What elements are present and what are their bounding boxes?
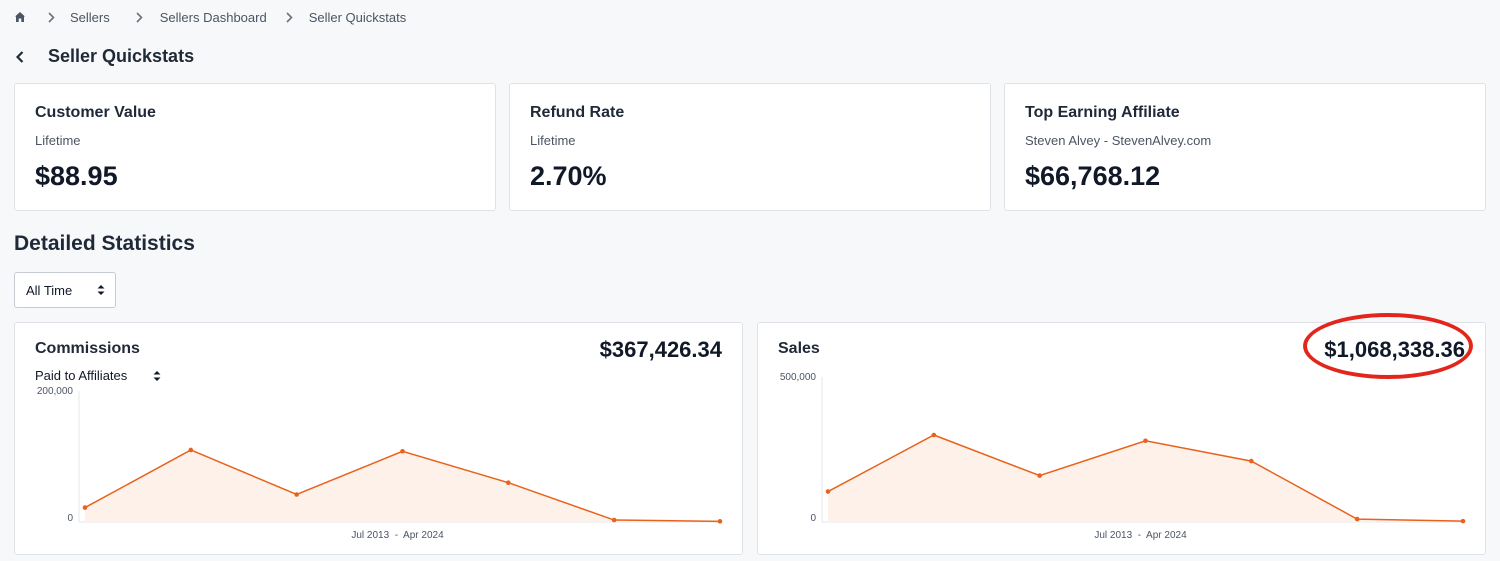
commissions-chart: 200,000 0 Jul 2013 - Apr 2024	[37, 386, 723, 541]
commissions-card: Commissions $367,426.34 Paid to Affiliat…	[14, 322, 743, 555]
y-tick-label: 0	[67, 513, 73, 524]
stat-title: Top Earning Affiliate	[1025, 104, 1180, 121]
stat-value: 2.70%	[530, 161, 607, 191]
data-point[interactable]	[1460, 518, 1466, 524]
chart-total: $367,426.34	[599, 337, 722, 362]
stat-title: Customer Value	[35, 104, 156, 121]
data-point[interactable]	[506, 480, 511, 485]
x-axis-label: Jul 2013 - Apr 2024	[1094, 530, 1187, 541]
series-area	[85, 449, 720, 522]
title-row: Seller Quickstats	[14, 46, 194, 67]
breadcrumb-seller-quickstats: Seller Quickstats	[308, 9, 407, 25]
section-title: Detailed Statistics	[14, 232, 195, 255]
y-tick-label: 200,000	[37, 386, 74, 397]
select-caret-icon	[97, 284, 105, 296]
data-point[interactable]	[1249, 458, 1254, 464]
chart-total: $1,068,338.36	[1324, 337, 1465, 362]
stat-title: Refund Rate	[530, 104, 625, 121]
breadcrumb-sellers-dashboard[interactable]: Sellers Dashboard	[159, 9, 267, 25]
chevron-right-icon	[133, 8, 147, 26]
data-point[interactable]	[825, 489, 831, 494]
data-point[interactable]	[611, 517, 617, 523]
x-axis-label: Jul 2013 - Apr 2024	[351, 530, 444, 541]
top-earning-affiliate-card: Top Earning Affiliate Steven Alvey - Ste…	[1004, 83, 1486, 211]
metric-select-value: Paid to Affiliates	[35, 368, 128, 383]
stat-subtitle: Steven Alvey - StevenAlvey.com	[1025, 133, 1212, 148]
data-point[interactable]	[717, 519, 723, 524]
stat-subtitle: Lifetime	[35, 133, 81, 148]
breadcrumb-sellers[interactable]: Sellers	[70, 9, 110, 25]
time-range-select[interactable]: All Time	[14, 272, 116, 308]
data-point[interactable]	[294, 492, 299, 497]
chevron-right-icon	[283, 8, 297, 26]
series-area	[828, 435, 1463, 522]
y-tick-label: 500,000	[780, 372, 817, 383]
data-point[interactable]	[188, 447, 194, 453]
data-point[interactable]	[1354, 516, 1360, 522]
data-point[interactable]	[1143, 438, 1148, 444]
time-range-value: All Time	[26, 282, 73, 298]
data-point[interactable]	[400, 448, 405, 454]
customer-value-card: Customer Value Lifetime $88.95	[14, 83, 496, 211]
y-tick-label: 0	[810, 513, 816, 524]
select-caret-icon	[153, 370, 161, 382]
breadcrumb: Sellers Sellers Dashboard Seller Quickst…	[14, 8, 406, 26]
stat-subtitle: Lifetime	[530, 133, 576, 148]
back-arrow-icon[interactable]	[14, 50, 26, 64]
metric-select[interactable]: Paid to Affiliates	[35, 368, 161, 383]
sales-card: Sales $1,068,338.36 500,000 0 Jul 2013 - A…	[757, 322, 1486, 555]
chart-title: Commissions	[35, 340, 140, 357]
page-title: Seller Quickstats	[48, 46, 195, 66]
chart-title: Sales	[778, 340, 820, 357]
refund-rate-card: Refund Rate Lifetime 2.70%	[509, 83, 991, 211]
data-point[interactable]	[931, 432, 937, 438]
chevron-right-icon	[44, 8, 58, 26]
data-point[interactable]	[1037, 473, 1042, 478]
home-icon[interactable]	[14, 11, 26, 23]
sales-chart: 500,000 0 Jul 2013 - Apr 2024	[780, 372, 1466, 541]
data-point[interactable]	[82, 505, 88, 510]
stat-value: $88.95	[35, 161, 118, 191]
stat-value: $66,768.12	[1025, 161, 1161, 191]
